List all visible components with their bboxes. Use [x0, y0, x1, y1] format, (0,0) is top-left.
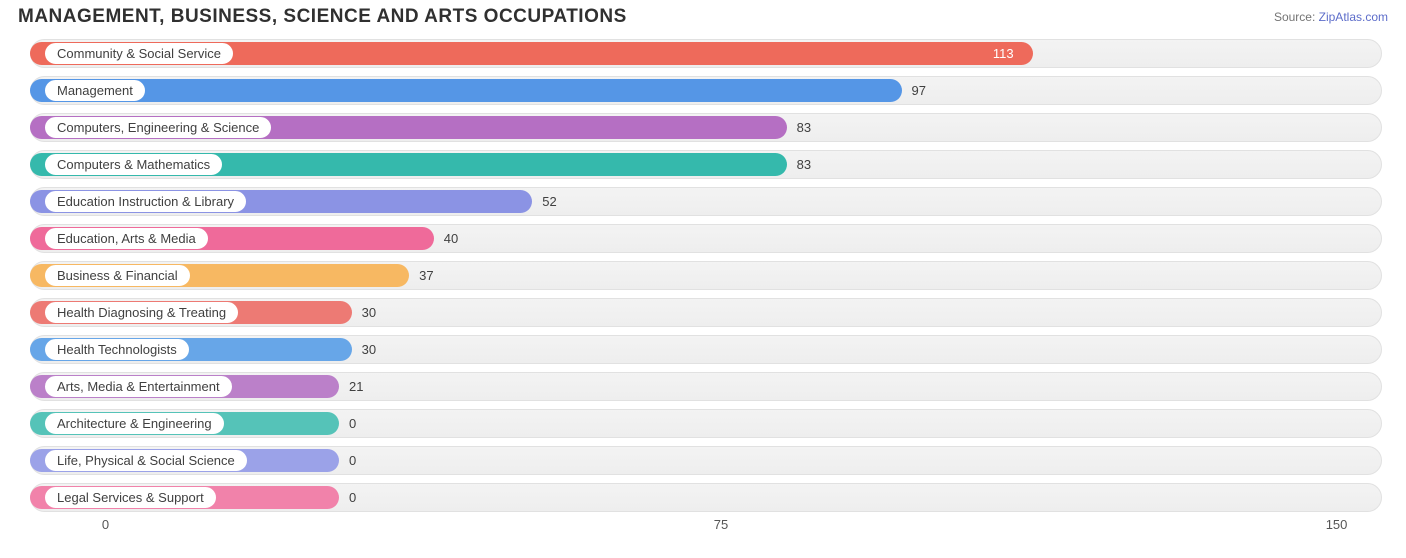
- chart-row: Computers, Engineering & Science 83: [18, 110, 1388, 145]
- chart-title: MANAGEMENT, BUSINESS, SCIENCE AND ARTS O…: [18, 6, 627, 28]
- value-label: 30: [362, 338, 376, 361]
- chart-row: Health Technologists 30: [18, 332, 1388, 367]
- category-label: Community & Social Service: [44, 42, 234, 65]
- value-label: 30: [362, 301, 376, 324]
- category-label: Architecture & Engineering: [44, 412, 225, 435]
- category-label: Business & Financial: [44, 264, 191, 287]
- category-label: Health Technologists: [44, 338, 190, 361]
- bar-chart: Community & Social Service 113 Management 9…: [0, 32, 1406, 515]
- value-label: 0: [349, 486, 356, 509]
- chart-header: MANAGEMENT, BUSINESS, SCIENCE AND ARTS O…: [0, 0, 1406, 32]
- x-tick: 150: [1326, 517, 1348, 532]
- source-prefix: Source:: [1274, 10, 1319, 24]
- chart-row: Management 97: [18, 73, 1388, 108]
- value-label: 21: [349, 375, 363, 398]
- chart-row: Life, Physical & Social Science 0: [18, 443, 1388, 478]
- category-label: Arts, Media & Entertainment: [44, 375, 233, 398]
- chart-row: Community & Social Service 113: [18, 36, 1388, 71]
- value-label: 83: [797, 116, 811, 139]
- chart-row: Architecture & Engineering 0: [18, 406, 1388, 441]
- chart-row: Computers & Mathematics 83: [18, 147, 1388, 182]
- bar: [30, 79, 902, 102]
- value-label: 97: [912, 79, 926, 102]
- chart-row: Legal Services & Support 0: [18, 480, 1388, 515]
- x-tick: 0: [102, 517, 109, 532]
- value-label: 83: [797, 153, 811, 176]
- category-label: Life, Physical & Social Science: [44, 449, 248, 472]
- category-label: Education, Arts & Media: [44, 227, 209, 250]
- category-label: Legal Services & Support: [44, 486, 217, 509]
- value-label: 0: [349, 449, 356, 472]
- chart-row: Health Diagnosing & Treating 30: [18, 295, 1388, 330]
- value-label: 37: [419, 264, 433, 287]
- category-label: Computers & Mathematics: [44, 153, 223, 176]
- x-axis: 0 75 150: [18, 517, 1388, 541]
- chart-row: Education Instruction & Library 52: [18, 184, 1388, 219]
- source-attribution: Source: ZipAtlas.com: [1274, 10, 1388, 24]
- value-label: 113: [993, 42, 1014, 65]
- value-label: 0: [349, 412, 356, 435]
- chart-row: Education, Arts & Media 40: [18, 221, 1388, 256]
- x-tick: 75: [714, 517, 728, 532]
- category-label: Education Instruction & Library: [44, 190, 247, 213]
- chart-row: Business & Financial 37: [18, 258, 1388, 293]
- category-label: Computers, Engineering & Science: [44, 116, 272, 139]
- category-label: Management: [44, 79, 146, 102]
- chart-row: Arts, Media & Entertainment 21: [18, 369, 1388, 404]
- value-label: 52: [542, 190, 556, 213]
- category-label: Health Diagnosing & Treating: [44, 301, 239, 324]
- value-label: 40: [444, 227, 458, 250]
- source-link[interactable]: ZipAtlas.com: [1319, 10, 1388, 24]
